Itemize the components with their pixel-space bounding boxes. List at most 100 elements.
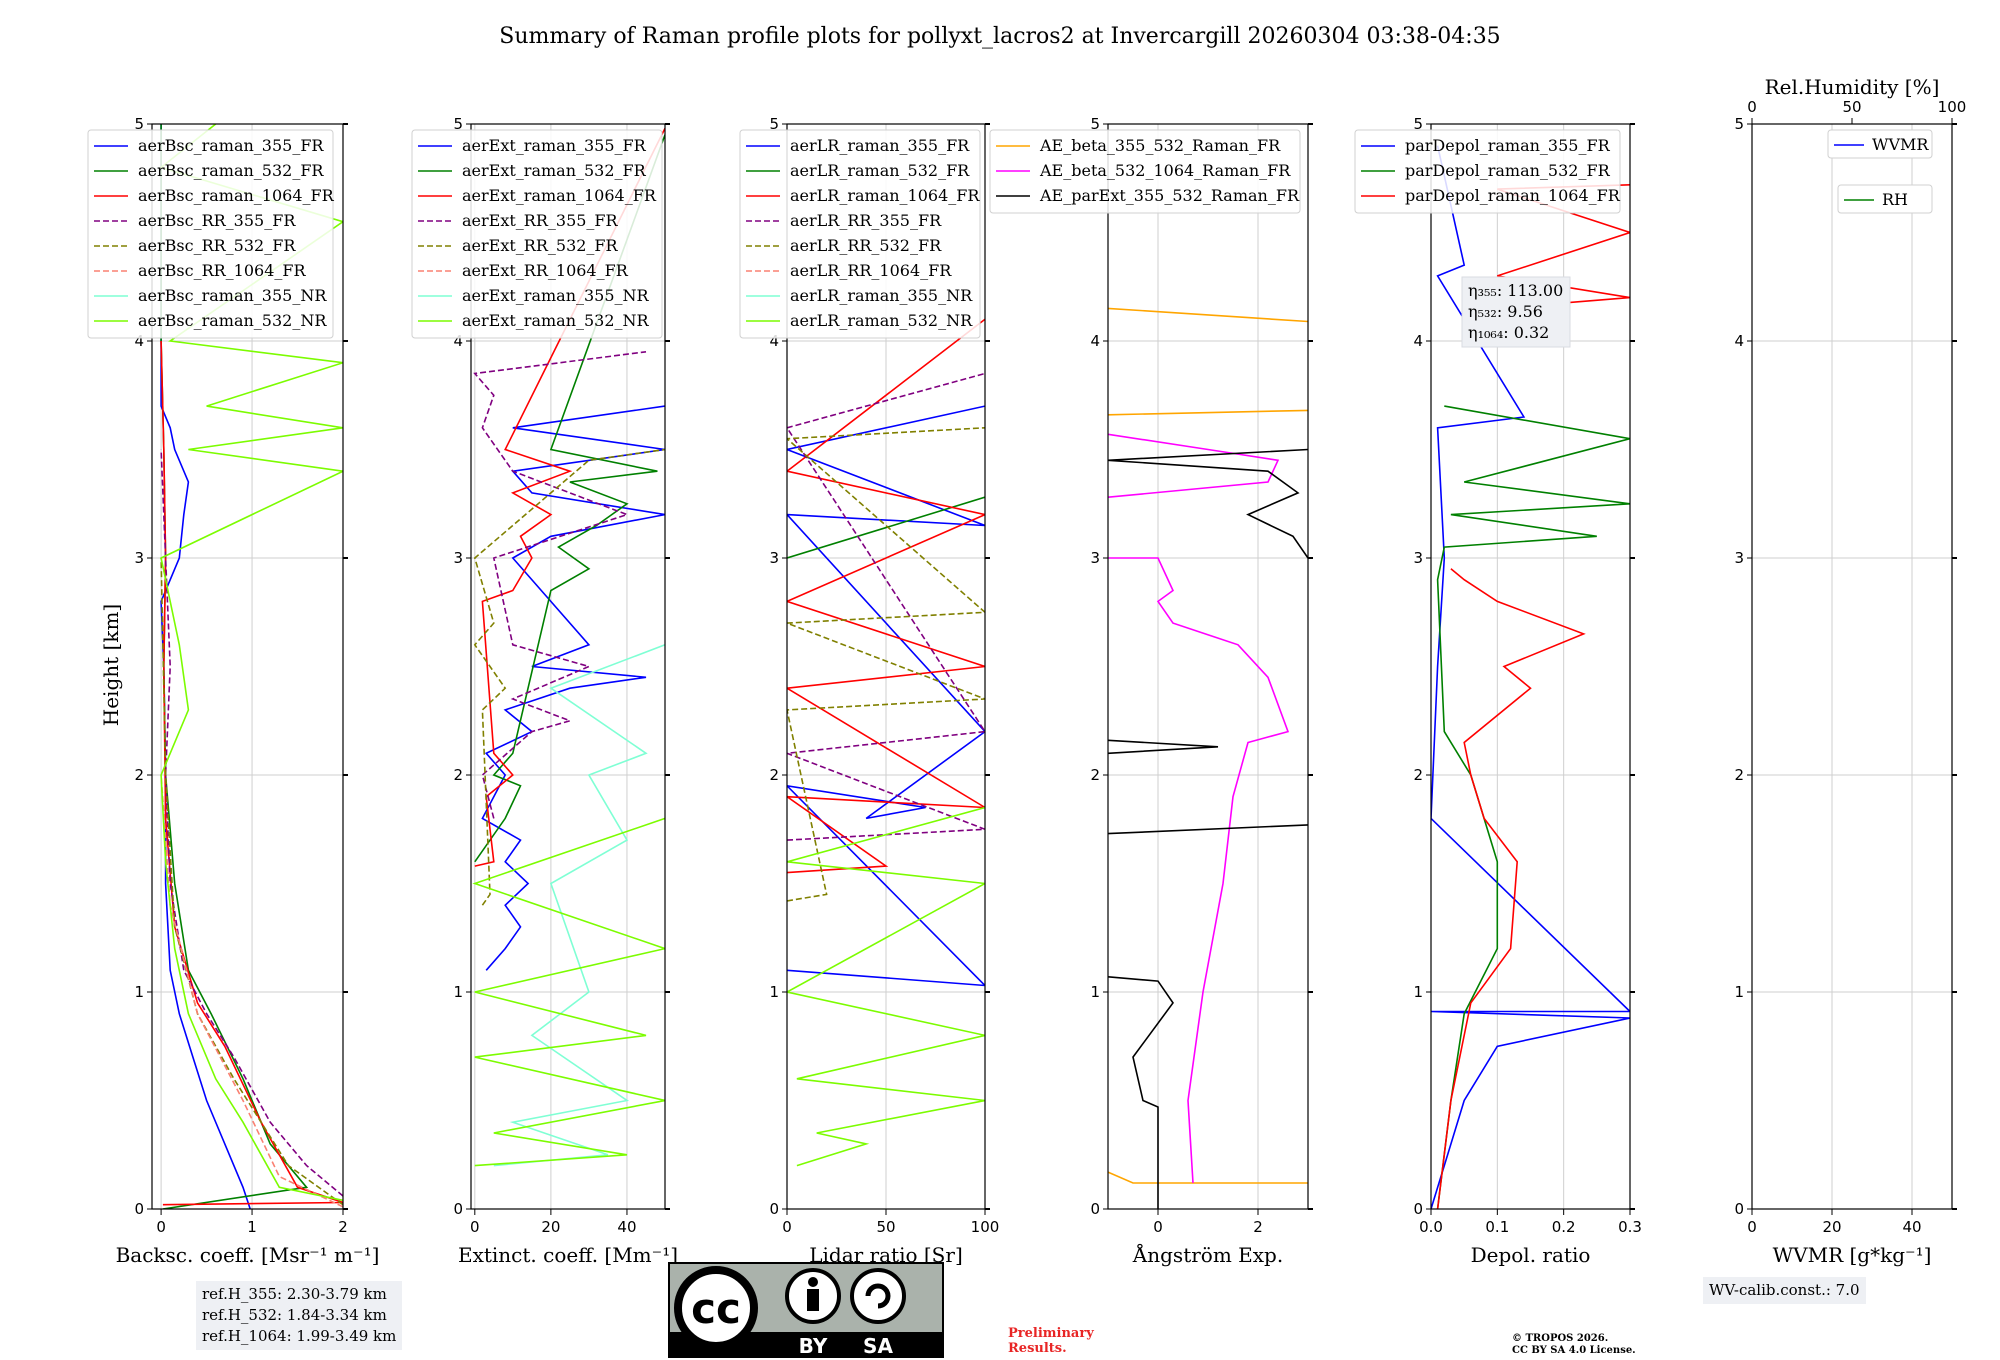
legend-label-ext-0: aerExt_raman_355_FR xyxy=(462,136,647,155)
ytick-label-ext-2: 2 xyxy=(453,766,463,784)
legend-box-ae xyxy=(989,129,1301,214)
legend-label-ext-1: aerExt_raman_532_FR xyxy=(462,161,647,180)
series-parDepol_raman_1064_FR xyxy=(1436,568,1586,1209)
legend-label-bsc-2: aerBsc_raman_1064_FR xyxy=(138,186,335,205)
legend-label-ae-1: AE_beta_532_1064_Raman_FR xyxy=(1039,161,1291,180)
preliminary-line-1: Preliminary xyxy=(1008,1326,1094,1341)
legend-label-depol-2: parDepol_raman_1064_FR xyxy=(1405,186,1621,205)
series-aerBsc_raman_1064_FR xyxy=(160,340,343,1206)
series-aerLR_RR_355_FR xyxy=(787,372,985,841)
series-aerExt_RR_355_FR xyxy=(473,351,647,819)
copyright-line-1: © TROPOS 2026. xyxy=(1512,1333,1609,1344)
legend-label-lr-1: aerLR_raman_532_FR xyxy=(790,161,970,180)
ytick-label-lr-3: 3 xyxy=(769,549,779,567)
legend-label-bsc-6: aerBsc_raman_355_NR xyxy=(138,286,327,305)
ytick-label-ae-0: 0 xyxy=(1090,1200,1100,1218)
ytick-label-wv-5: 5 xyxy=(1734,115,1744,133)
ytick-label-lr-1: 1 xyxy=(769,983,779,1001)
xlabel-ae: Ångström Exp. xyxy=(1132,1242,1283,1267)
series-group-ae xyxy=(1108,307,1308,1209)
toptick-label-wv-0: 0 xyxy=(1747,98,1757,116)
series-AE_parExt_355_532_Raman_FR_c xyxy=(1108,739,1219,755)
legend-box-depol xyxy=(1354,129,1621,214)
ytick-label-depol-1: 1 xyxy=(1413,983,1423,1001)
ytick-label-depol-0: 0 xyxy=(1413,1200,1423,1218)
legend-label-lr-5: aerLR_RR_1064_FR xyxy=(790,261,952,280)
legend-label-bsc-3: aerBsc_RR_355_FR xyxy=(138,211,296,230)
series-AE_beta_355_532_Raman_FR_c xyxy=(1108,409,1308,416)
legend-label-depol-0: parDepol_raman_355_FR xyxy=(1405,136,1611,155)
legend-box-lr xyxy=(739,129,981,339)
legend-label-ae-2: AE_parExt_355_532_Raman_FR xyxy=(1039,186,1300,205)
xtick-label-lr-0: 0 xyxy=(782,1218,792,1236)
series-group-lr xyxy=(787,318,985,1167)
legend-label-bsc-1: aerBsc_raman_532_FR xyxy=(138,161,324,180)
series-AE_beta_532_1064_Raman_FR xyxy=(1108,557,1290,1184)
ytick-label-lr-4: 4 xyxy=(769,332,779,350)
ref-h-355: ref.H_355: 2.30-3.79 km xyxy=(202,1285,387,1303)
series-AE_parExt_355_532_Raman_FR_b xyxy=(1108,824,1308,835)
legend-box-bsc xyxy=(87,129,334,339)
legend-label-lr-2: aerLR_raman_1064_FR xyxy=(790,186,980,205)
ytick-label-wv-0: 0 xyxy=(1734,1200,1744,1218)
legend-box-ext xyxy=(411,129,663,339)
toptick-label-wv-1: 50 xyxy=(1842,98,1861,116)
legend-label-ext-3: aerExt_RR_355_FR xyxy=(462,211,619,230)
legend-label-bsc-5: aerBsc_RR_1064_FR xyxy=(138,261,307,280)
ytick-label-wv-4: 4 xyxy=(1734,332,1744,350)
legend-label-lr-6: aerLR_raman_355_NR xyxy=(790,286,973,305)
legend-label-bsc-4: aerBsc_RR_532_FR xyxy=(138,236,296,255)
depol-eta1064: η₁₀₆₄: 0.32 xyxy=(1468,323,1549,342)
series-parDepol_raman_532_FR xyxy=(1436,405,1630,1209)
ytick-label-bsc-2: 2 xyxy=(134,766,144,784)
legend-label-ext-7: aerExt_raman_532_NR xyxy=(462,311,650,330)
cc-icon xyxy=(674,1266,758,1350)
by-icon-head xyxy=(808,1277,818,1287)
sa-label: SA xyxy=(863,1334,893,1358)
xtick-label-wv-2: 40 xyxy=(1902,1218,1921,1236)
legend-label-wv-0: WVMR xyxy=(1872,135,1929,154)
ytick-label-depol-2: 2 xyxy=(1413,766,1423,784)
ytick-label-bsc-0: 0 xyxy=(134,1200,144,1218)
series-AE_beta_532_1064_Raman_FR_b xyxy=(1108,433,1280,498)
series-aerLR_raman_1064_FR xyxy=(787,318,985,874)
ytick-label-ae-2: 2 xyxy=(1090,766,1100,784)
panel-ae: 0 2 0 1 2 3 4 5 Ångström Exp. AE_beta_355_532_Ram… xyxy=(989,115,1313,1267)
series-aerLR_raman_532_NR xyxy=(787,806,985,1167)
ytick-label-depol-4: 4 xyxy=(1413,332,1423,350)
legend-label-ae-0: AE_beta_355_532_Raman_FR xyxy=(1039,136,1281,155)
depol-eta532: η₅₃₂: 9.56 xyxy=(1468,302,1543,321)
depol-eta-box xyxy=(1461,276,1571,348)
series-group-bsc xyxy=(159,124,343,1209)
xtick-label-bsc-2: 2 xyxy=(338,1218,348,1236)
series-AE_beta_355_532_Raman_FR_b xyxy=(1108,307,1308,323)
series-aerExt_RR_532_FR xyxy=(473,448,665,906)
sa-icon-arrow xyxy=(865,1283,891,1309)
series-aerBsc_RR_532_FR xyxy=(160,557,343,1206)
legend-label-ext-6: aerExt_raman_355_NR xyxy=(462,286,650,305)
legend-label-bsc-7: aerBsc_raman_532_NR xyxy=(138,311,327,330)
xtick-label-bsc-0: 0 xyxy=(156,1218,166,1236)
legend-label-bsc-0: aerBsc_raman_355_FR xyxy=(138,136,324,155)
ytick-label-wv-1: 1 xyxy=(1734,983,1744,1001)
ytick-label-wv-3: 3 xyxy=(1734,549,1744,567)
xtick-label-ext-2: 40 xyxy=(617,1218,636,1236)
ytick-label-bsc-3: 3 xyxy=(134,549,144,567)
axes-frame-wv xyxy=(1751,123,1953,1210)
by-icon-body xyxy=(807,1289,819,1311)
xtick-label-ae-1: 2 xyxy=(1253,1218,1263,1236)
preliminary-line-2: Results. xyxy=(1008,1341,1067,1356)
xlabel-wv: WVMR [g*kg⁻¹] xyxy=(1773,1243,1932,1267)
ytick-label-depol-3: 3 xyxy=(1413,549,1423,567)
wv-calib-const: WV-calib.const.: 7.0 xyxy=(1709,1281,1860,1299)
axes-frame-bsc xyxy=(151,123,344,1210)
xlabel-bsc: Backsc. coeff. [Msr⁻¹ m⁻¹] xyxy=(116,1243,380,1267)
xlabel-ext: Extinct. coeff. [Mm⁻¹] xyxy=(458,1243,678,1267)
series-aerExt_raman_355_FR xyxy=(481,405,665,971)
xtick-label-ext-1: 20 xyxy=(541,1218,560,1236)
series-AE_beta_355_532_Raman_FR xyxy=(1108,1171,1308,1184)
axes-frame-ext xyxy=(470,123,666,1210)
ytick-label-ext-3: 3 xyxy=(453,549,463,567)
ytick-label-depol-5: 5 xyxy=(1413,115,1423,133)
